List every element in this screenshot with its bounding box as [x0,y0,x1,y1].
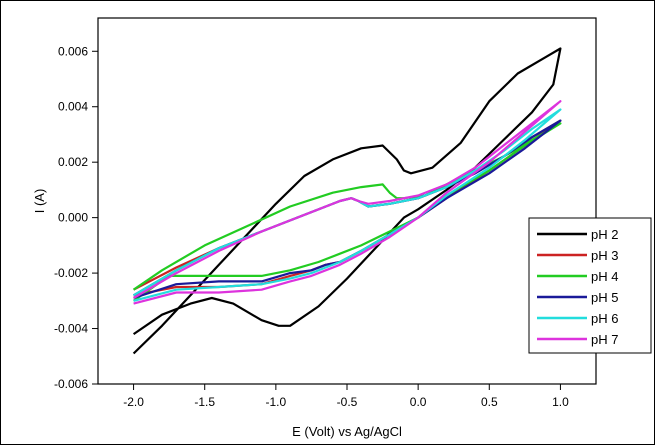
x-tick-label: 1.0 [552,395,569,409]
legend-label: pH 7 [591,332,618,347]
legend-label: pH 5 [591,290,618,305]
y-tick-label: -0.006 [54,377,88,391]
legend-label: pH 2 [591,227,618,242]
y-axis: -0.006 -0.004 -0.002 0.000 0.002 0.004 0.006 [54,44,98,391]
series-line-ph-2 [132,47,562,355]
x-axis-title: E (Volt) vs Ag/AgCl [292,424,402,439]
x-tick-label: -1.5 [194,395,215,409]
legend-label: pH 6 [591,311,618,326]
y-tick-label: 0.000 [58,211,88,225]
x-tick-label: -2.0 [123,395,144,409]
y-tick-label: 0.006 [58,44,88,58]
legend-box [528,217,652,354]
legend-label: pH 4 [591,269,618,284]
y-tick-label: 0.002 [58,155,88,169]
legend: pH 2 pH 3 pH 4 pH 5 pH 6 pH 7 [528,217,652,354]
x-tick-label: 0.5 [481,395,498,409]
series-line-ph-7 [133,100,562,305]
x-tick-label: 0.0 [410,395,427,409]
y-tick-label: 0.004 [58,100,88,114]
legend-label: pH 3 [591,248,618,263]
x-axis: -2.0 -1.5 -1.0 -0.5 0.0 0.5 1.0 [123,384,569,409]
series-curves [132,47,562,355]
y-axis-title: I (A) [32,189,47,214]
x-tick-label: -0.5 [337,395,358,409]
series-line-ph-4 [132,122,562,302]
x-tick-label: -1.0 [266,395,287,409]
plot-area [97,17,597,385]
y-tick-label: -0.004 [54,322,88,336]
y-tick-label: -0.002 [54,266,88,280]
